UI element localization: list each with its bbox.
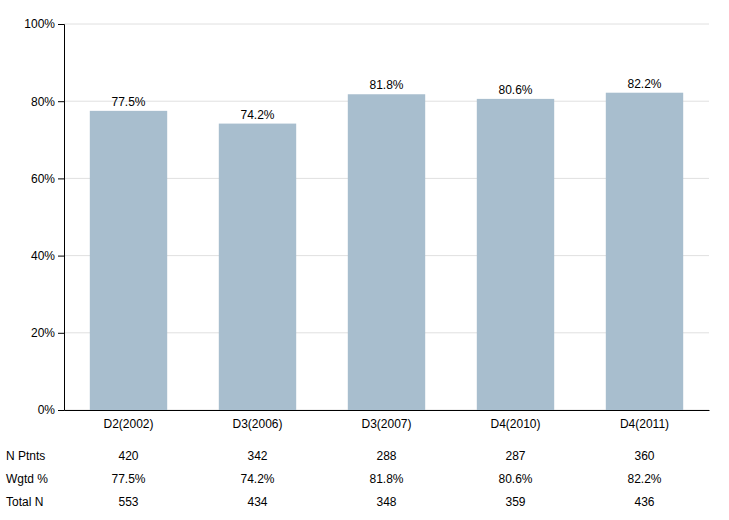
y-axis: 0% 20% 40% 60% 80% 100% [24, 17, 64, 417]
chart: 0% 20% 40% 60% 80% 100% D2(2002) D3(2006) D3(200… [0, 0, 729, 520]
table-cell: 553 [118, 495, 138, 509]
bar [90, 111, 167, 410]
table-cell: 359 [505, 495, 525, 509]
data-label: 81.8% [369, 78, 403, 92]
tick: 80% [31, 95, 64, 109]
tick: D2(2002) [103, 417, 153, 431]
tick: D3(2006) [232, 417, 282, 431]
tick: D4(2011) [620, 417, 669, 431]
bar [606, 93, 683, 410]
tick: 40% [31, 249, 64, 263]
tick-label: 100% [24, 17, 55, 31]
data-labels: 77.5% 74.2% 81.8% 80.6% 82.2% [111, 77, 661, 122]
tick: 60% [31, 172, 64, 186]
tick-label: D2(2002) [103, 417, 153, 431]
grid [64, 24, 709, 410]
axis-line [58, 25, 65, 411]
tick: 100% [24, 17, 64, 31]
tick: 0% [38, 403, 64, 417]
data-label: 77.5% [111, 95, 145, 109]
tick-mark [58, 24, 64, 25]
tick-mark [58, 410, 64, 411]
table-cell: 360 [634, 449, 654, 463]
tick: D3(2007) [361, 417, 411, 431]
table-cell: 80.6% [498, 472, 532, 486]
data-label: 80.6% [498, 83, 532, 97]
bar [348, 94, 425, 410]
bar [219, 124, 296, 410]
table-row-label: Total N [6, 495, 43, 509]
table-row-label: Wgtd % [6, 472, 48, 486]
bars [90, 93, 683, 410]
tick-label: D3(2007) [361, 417, 411, 431]
tick-label: D4(2010) [490, 417, 540, 431]
table-cell: 287 [505, 449, 525, 463]
axis-line [65, 410, 710, 411]
tick-label: 40% [31, 249, 55, 263]
table-cell: 342 [247, 449, 267, 463]
table-cell: 74.2% [240, 472, 274, 486]
table-cell: 348 [376, 495, 396, 509]
tick-label: 0% [38, 403, 56, 417]
tick-label: 80% [31, 95, 55, 109]
table-cell: 81.8% [369, 472, 403, 486]
table: N Ptnts 420 342 288 287 360 Wgtd % 77.5% 74.2% 81… [6, 449, 662, 509]
tick-mark [58, 256, 64, 257]
table-cell: 436 [634, 495, 654, 509]
table-cell: 434 [247, 495, 267, 509]
tick: D4(2010) [490, 417, 540, 431]
bar [477, 99, 554, 410]
plot: 0% 20% 40% 60% 80% 100% D2(2002) D3(2006) D3(200… [24, 17, 709, 430]
grid-line [64, 24, 709, 25]
data-label: 82.2% [627, 77, 661, 91]
tick: 20% [31, 326, 64, 340]
tick-label: 20% [31, 326, 55, 340]
tick-label: D3(2006) [232, 417, 282, 431]
tick-label: D4(2011) [620, 417, 669, 431]
table-cell: 77.5% [111, 472, 145, 486]
data-label: 74.2% [240, 108, 274, 122]
table-cell: 420 [118, 449, 138, 463]
tick-mark [58, 101, 64, 102]
tick-label: 60% [31, 172, 55, 186]
x-axis: D2(2002) D3(2006) D3(2007) D4(2010) D4(2011) [65, 411, 710, 431]
table-cell: 82.2% [627, 472, 661, 486]
table-row-label: N Ptnts [6, 449, 45, 463]
table-cell: 288 [376, 449, 396, 463]
tick-mark [58, 333, 64, 334]
tick-mark [58, 178, 64, 179]
